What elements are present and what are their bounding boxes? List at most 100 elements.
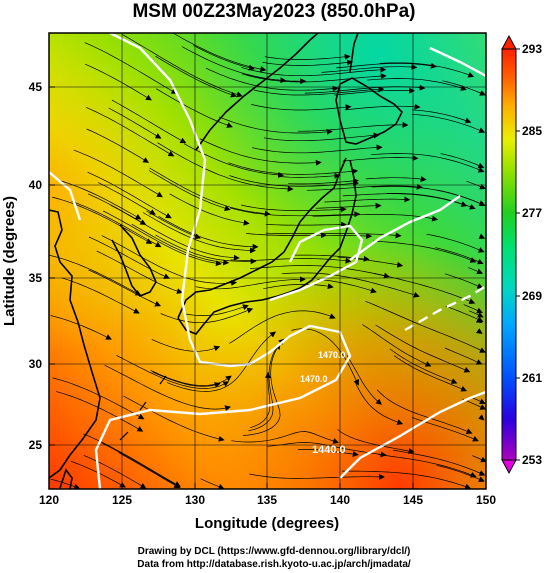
streamline (411, 109, 472, 124)
streamline (121, 34, 243, 98)
streamline (251, 104, 352, 111)
streamline (231, 431, 340, 444)
streamline (306, 183, 423, 191)
streamline (61, 277, 140, 314)
streamline (253, 86, 385, 96)
streamline (375, 324, 471, 373)
streamline (344, 103, 421, 111)
streamline (71, 200, 162, 248)
contour-label-3: 1470.0 (318, 350, 346, 360)
contour-label-1: 1440.0 (312, 444, 346, 456)
streamline (336, 62, 437, 69)
streamline (104, 364, 231, 412)
streamline (56, 391, 144, 432)
streamline (86, 128, 150, 163)
x-tick-label: 140 (330, 493, 350, 507)
tick-marks (48, 86, 487, 489)
streamline (468, 267, 484, 275)
coastlines (49, 33, 403, 489)
colorbar-tick-label: 269 (522, 289, 542, 303)
colorbar-tick-label: 253 (522, 453, 542, 467)
streamline (367, 78, 467, 91)
streamline (264, 53, 351, 60)
streamline (291, 328, 359, 386)
streamline (73, 149, 163, 198)
streamline (242, 343, 281, 436)
streamline (342, 470, 472, 489)
streamline (84, 42, 178, 94)
colorbar-tick-label: 285 (522, 124, 542, 138)
colorbar-tick-label: 293 (522, 42, 542, 56)
contour-label-2: 1470.0 (300, 374, 328, 384)
streamline (160, 307, 254, 324)
streamline (200, 478, 225, 489)
streamline (98, 182, 156, 215)
y-tick-label: 35 (29, 271, 43, 285)
plot-area: 1440.0 1470.0 1470.0 (49, 33, 486, 489)
streamline (88, 269, 162, 307)
streamline (50, 315, 112, 340)
streamline (444, 273, 484, 289)
streamline (266, 233, 373, 239)
streamline (87, 171, 172, 219)
streamline (205, 67, 339, 92)
streamline (229, 310, 336, 344)
streamline (365, 300, 486, 353)
streamline (152, 371, 221, 388)
streamline (354, 382, 404, 425)
streamline (146, 210, 201, 240)
streamline (440, 153, 485, 169)
streamline (158, 215, 259, 250)
streamline (337, 429, 415, 454)
streamline (263, 132, 380, 142)
page-title: MSM 00Z23May2023 (850.0hPa) (132, 1, 416, 22)
streamline (342, 193, 468, 207)
streamline (373, 273, 476, 304)
streamline (111, 99, 187, 144)
streamline (315, 202, 382, 209)
streamline (463, 304, 483, 314)
x-tick-label: 125 (112, 493, 132, 507)
colorbar-min-arrow (501, 459, 517, 475)
streamline (50, 478, 81, 489)
streamline (262, 59, 354, 66)
streamline (472, 455, 486, 463)
streamline (321, 64, 418, 73)
x-tick-label: 150 (476, 493, 496, 507)
streamline (324, 196, 411, 203)
streamline (101, 442, 181, 488)
streamline (169, 193, 250, 226)
streamline (378, 454, 477, 478)
streamline (297, 121, 409, 132)
credit-data-source: Data from http://database.rish.kyoto-u.a… (137, 559, 411, 570)
x-axis-label: Longitude (degrees) (195, 515, 339, 532)
streamline (279, 172, 341, 179)
streamline (249, 473, 385, 480)
colorbar-tick-label: 277 (522, 206, 542, 220)
streamline (85, 63, 152, 101)
streamline (199, 138, 322, 166)
streamline (317, 279, 377, 294)
streamline (250, 265, 390, 279)
y-tick-label: 30 (29, 357, 43, 371)
streamline (265, 221, 347, 228)
streamline (156, 88, 233, 128)
streamline (155, 55, 237, 98)
streamline (151, 339, 221, 352)
streamline (263, 283, 334, 290)
streamline (228, 162, 359, 175)
streamline (376, 389, 473, 434)
streamline (87, 193, 147, 225)
streamline (118, 452, 181, 489)
x-tick-label: 145 (403, 493, 423, 507)
streamline (241, 66, 387, 77)
y-tick-label: 40 (29, 178, 43, 192)
streamline (365, 176, 427, 182)
streamline (394, 355, 468, 392)
x-tick-label: 120 (39, 493, 59, 507)
streamline (123, 395, 225, 442)
streamline (101, 235, 238, 286)
streamlines (49, 33, 486, 489)
streamline (248, 338, 285, 432)
